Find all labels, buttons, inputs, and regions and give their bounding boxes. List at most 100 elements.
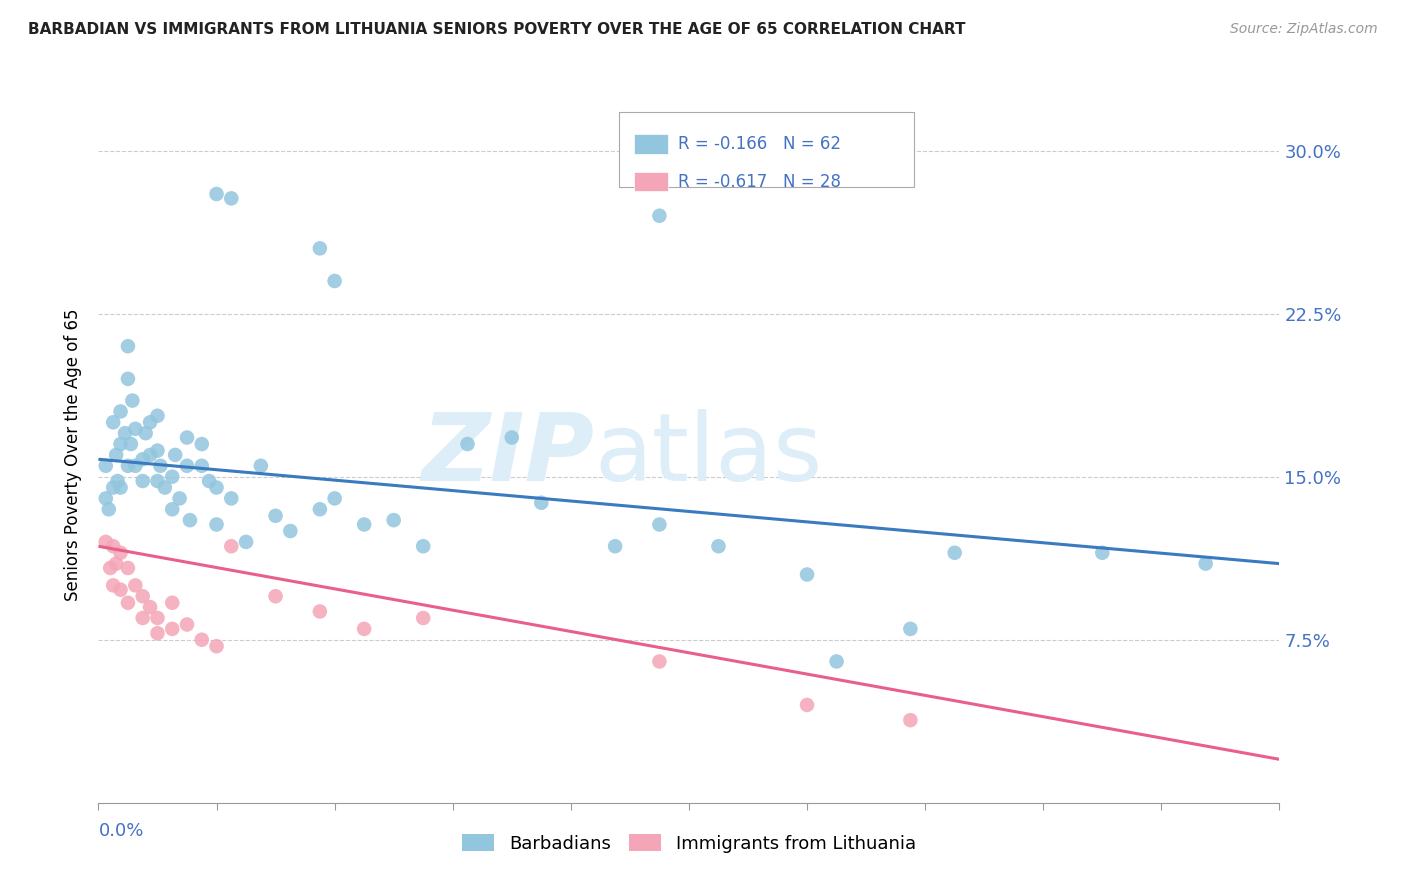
- Point: [162, 622, 183, 636]
- Point: [117, 561, 139, 575]
- Point: [796, 567, 818, 582]
- Point: [205, 186, 228, 201]
- Point: [153, 481, 176, 495]
- Text: R = -0.617   N = 28: R = -0.617 N = 28: [678, 173, 841, 191]
- Point: [146, 626, 169, 640]
- Point: [107, 474, 129, 488]
- Point: [162, 502, 183, 516]
- Point: [191, 632, 214, 647]
- Point: [353, 622, 375, 636]
- Point: [191, 437, 214, 451]
- Point: [94, 491, 117, 506]
- Point: [132, 452, 155, 467]
- Point: [707, 539, 730, 553]
- Point: [796, 698, 818, 712]
- Point: [94, 458, 117, 473]
- Point: [250, 458, 273, 473]
- Point: [648, 209, 671, 223]
- Point: [117, 372, 139, 386]
- Point: [198, 474, 221, 488]
- Point: [323, 491, 346, 506]
- Point: [110, 546, 132, 560]
- Point: [105, 448, 128, 462]
- Point: [353, 517, 375, 532]
- Point: [110, 437, 132, 451]
- Point: [132, 589, 155, 603]
- Point: [825, 655, 848, 669]
- Point: [943, 546, 966, 560]
- Point: [648, 517, 671, 532]
- Point: [103, 539, 125, 553]
- Point: [308, 241, 332, 255]
- Point: [205, 481, 228, 495]
- Point: [117, 596, 139, 610]
- Point: [179, 513, 201, 527]
- Point: [110, 582, 132, 597]
- Point: [191, 458, 214, 473]
- Point: [94, 535, 117, 549]
- Legend: Barbadians, Immigrants from Lithuania: Barbadians, Immigrants from Lithuania: [454, 827, 924, 860]
- Text: 0.0%: 0.0%: [98, 822, 143, 840]
- Point: [149, 458, 172, 473]
- Point: [132, 611, 155, 625]
- Point: [205, 517, 228, 532]
- Point: [120, 437, 142, 451]
- Point: [264, 589, 287, 603]
- Point: [103, 481, 125, 495]
- Point: [169, 491, 191, 506]
- Point: [114, 426, 136, 441]
- Point: [139, 600, 162, 615]
- Text: ZIP: ZIP: [422, 409, 595, 501]
- Point: [110, 404, 132, 418]
- Point: [117, 339, 139, 353]
- Point: [105, 557, 128, 571]
- Point: [146, 611, 169, 625]
- Point: [235, 535, 257, 549]
- Text: R = -0.166   N = 62: R = -0.166 N = 62: [678, 135, 841, 153]
- Point: [278, 524, 302, 538]
- Point: [900, 622, 922, 636]
- Point: [308, 502, 332, 516]
- Point: [97, 502, 120, 516]
- Point: [121, 393, 143, 408]
- Point: [530, 496, 553, 510]
- Point: [308, 605, 332, 619]
- Point: [98, 561, 121, 575]
- Y-axis label: Seniors Poverty Over the Age of 65: Seniors Poverty Over the Age of 65: [65, 309, 83, 601]
- Point: [162, 596, 183, 610]
- Point: [382, 513, 405, 527]
- Point: [124, 458, 146, 473]
- Point: [146, 443, 169, 458]
- Point: [146, 474, 169, 488]
- Point: [135, 426, 157, 441]
- Text: atlas: atlas: [595, 409, 823, 501]
- Point: [648, 655, 671, 669]
- Point: [264, 508, 287, 523]
- Point: [900, 713, 922, 727]
- Point: [1091, 546, 1114, 560]
- Point: [412, 611, 434, 625]
- Point: [1194, 557, 1216, 571]
- Point: [139, 448, 162, 462]
- Point: [110, 481, 132, 495]
- Point: [219, 191, 242, 205]
- Point: [323, 274, 346, 288]
- Point: [117, 458, 139, 473]
- Point: [412, 539, 434, 553]
- Point: [205, 639, 228, 653]
- Point: [124, 422, 146, 436]
- Point: [219, 539, 242, 553]
- Point: [176, 431, 198, 445]
- Point: [132, 474, 155, 488]
- Point: [139, 415, 162, 429]
- Point: [219, 491, 242, 506]
- Point: [456, 437, 478, 451]
- Point: [124, 578, 146, 592]
- Point: [146, 409, 169, 423]
- Point: [162, 469, 183, 483]
- Point: [501, 431, 523, 445]
- Text: BARBADIAN VS IMMIGRANTS FROM LITHUANIA SENIORS POVERTY OVER THE AGE OF 65 CORREL: BARBADIAN VS IMMIGRANTS FROM LITHUANIA S…: [28, 22, 966, 37]
- Text: Source: ZipAtlas.com: Source: ZipAtlas.com: [1230, 22, 1378, 37]
- Point: [176, 458, 198, 473]
- Point: [165, 448, 187, 462]
